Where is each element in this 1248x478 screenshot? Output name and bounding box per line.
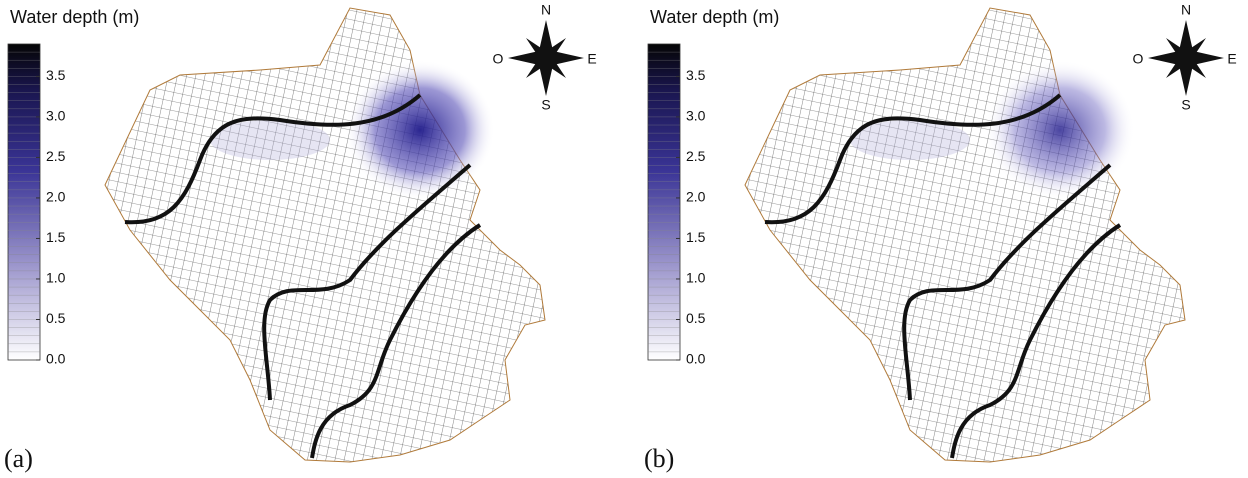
compass-west: O: [1133, 51, 1144, 67]
colorbar-tick-label: 3.0: [686, 108, 706, 124]
compass-south: S: [1181, 97, 1190, 113]
colorbar-tick-label: 1.0: [686, 270, 706, 286]
deep-water: [345, 60, 495, 200]
colorbar-tick-label: 2.0: [686, 189, 706, 205]
panel: Water depth (m) 0.0 0.5 1.0 1.5 2.0 2.5 3.0 3.5 N…: [644, 2, 1237, 473]
compass-north: N: [541, 2, 551, 18]
panel: Water depth (m) 0.0 0.5 1.0 1.5 2.0 2.5 3.0 3.5 N…: [4, 2, 597, 473]
compass-east: E: [587, 51, 596, 67]
compass-west: O: [493, 51, 504, 67]
colorbar-tick-label: 0.0: [46, 351, 66, 367]
panel-label: (a): [4, 444, 33, 473]
panel-label: (b): [644, 444, 674, 473]
compass-north: N: [1181, 2, 1191, 18]
colorbar-tick-label: 1.5: [686, 229, 706, 245]
colorbar-tick-label: 3.5: [686, 67, 706, 83]
deep-water: [985, 60, 1135, 200]
colorbar-title: Water depth (m): [10, 7, 139, 27]
colorbar: [8, 44, 40, 360]
mesh-domain: [105, 8, 545, 462]
colorbar: [648, 44, 680, 360]
compass-east: E: [1227, 51, 1236, 67]
colorbar-tick-label: 2.0: [46, 189, 66, 205]
colorbar-tick-label: 0.5: [46, 310, 66, 326]
colorbar-tick-label: 2.5: [686, 148, 706, 164]
compass-south: S: [541, 97, 550, 113]
colorbar-tick-label: 0.0: [686, 351, 706, 367]
colorbar-tick-label: 0.5: [686, 310, 706, 326]
colorbar-tick-label: 3.0: [46, 108, 66, 124]
colorbar-tick-label: 1.0: [46, 270, 66, 286]
colorbar-title: Water depth (m): [650, 7, 779, 27]
colorbar-tick-label: 1.5: [46, 229, 66, 245]
colorbar-tick-label: 2.5: [46, 148, 66, 164]
mesh-domain: [745, 8, 1185, 462]
figure: Water depth (m) 0.0 0.5 1.0 1.5 2.0 2.5 3.0 3.5 N…: [0, 0, 1248, 478]
colorbar-tick-label: 3.5: [46, 67, 66, 83]
